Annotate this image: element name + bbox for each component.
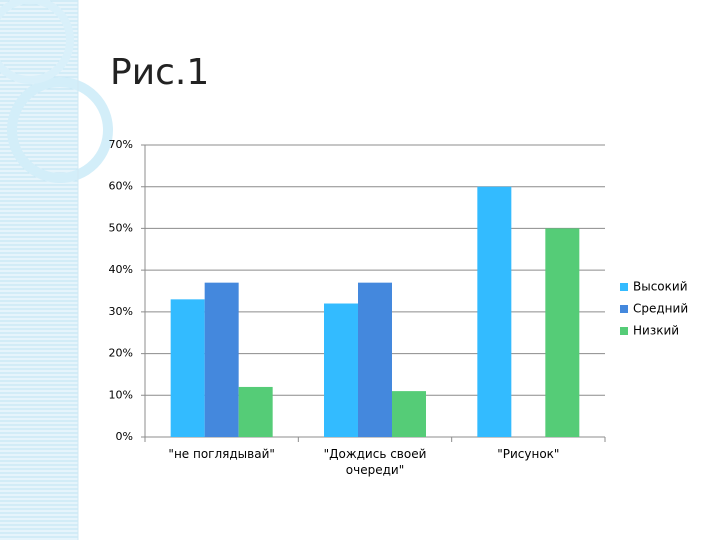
bar xyxy=(545,228,580,437)
y-tick-label: 10% xyxy=(109,388,133,401)
legend-label: Низкий xyxy=(633,324,679,338)
chart-title: Рис.1 xyxy=(110,52,209,93)
legend-label: Высокий xyxy=(633,280,688,294)
y-tick-label: 70% xyxy=(109,138,133,151)
legend-swatch xyxy=(620,327,628,335)
y-tick-label: 0% xyxy=(116,430,133,443)
x-tick-label: "Рисунок" xyxy=(497,447,560,461)
y-tick-label: 60% xyxy=(109,180,133,193)
bar xyxy=(170,299,205,437)
x-tick-label: "Дождись своей очереди" xyxy=(323,447,427,477)
bar xyxy=(358,282,392,437)
y-tick-label: 30% xyxy=(109,305,133,318)
y-tick-label: 50% xyxy=(109,221,133,234)
bar xyxy=(392,391,426,437)
legend-swatch xyxy=(620,283,628,291)
y-tick-label: 20% xyxy=(109,347,133,360)
y-tick-label: 40% xyxy=(109,263,133,276)
legend-swatch xyxy=(620,305,628,313)
bar xyxy=(477,186,512,437)
bar xyxy=(238,386,273,437)
decoration xyxy=(0,0,113,540)
legend-label: Средний xyxy=(633,302,688,316)
x-tick-label: "не поглядывай" xyxy=(168,447,275,461)
bar xyxy=(204,282,239,437)
bar xyxy=(324,303,358,437)
